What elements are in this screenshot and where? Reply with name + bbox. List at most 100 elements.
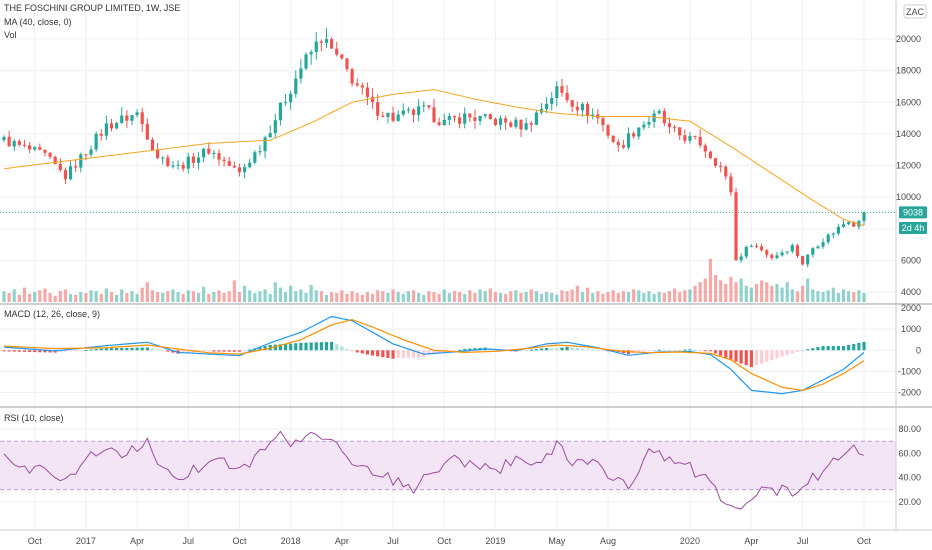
macd-histogram-bar[interactable] [693, 349, 697, 351]
volume-bar[interactable] [642, 293, 646, 302]
candle[interactable] [135, 112, 139, 116]
volume-bar[interactable] [698, 282, 702, 302]
volume-bar[interactable] [688, 289, 692, 302]
macd-histogram-bar[interactable] [273, 344, 277, 351]
macd-histogram-bar[interactable] [283, 343, 288, 351]
volume-bar[interactable] [703, 278, 707, 302]
candle[interactable] [673, 127, 677, 129]
candle[interactable] [847, 221, 851, 225]
volume-bar[interactable] [217, 290, 221, 302]
volume-bar[interactable] [155, 292, 160, 302]
macd-histogram-bar[interactable] [330, 341, 334, 351]
volume-bar[interactable] [324, 294, 329, 302]
macd-histogram-bar[interactable] [652, 350, 656, 352]
candle[interactable] [724, 166, 728, 177]
macd-histogram-bar[interactable] [836, 346, 840, 351]
volume-bar[interactable] [821, 292, 825, 302]
candle[interactable] [68, 166, 73, 180]
candle[interactable] [509, 122, 513, 127]
volume-bar[interactable] [350, 291, 354, 302]
macd-histogram-bar[interactable] [391, 350, 395, 359]
macd-histogram-bar[interactable] [458, 349, 462, 351]
candle[interactable] [63, 170, 68, 180]
candle[interactable] [708, 151, 713, 159]
macd-histogram-bar[interactable] [74, 350, 78, 352]
macd-histogram-bar[interactable] [150, 348, 155, 351]
macd-histogram-bar[interactable] [202, 350, 206, 352]
volume-bar[interactable] [708, 258, 713, 302]
macd-histogram-bar[interactable] [386, 350, 390, 358]
candle[interactable] [458, 117, 462, 124]
macd-histogram-bar[interactable] [683, 349, 687, 351]
volume-bar[interactable] [673, 288, 677, 303]
macd-histogram-bar[interactable] [841, 346, 846, 351]
macd-histogram-bar[interactable] [304, 342, 308, 351]
candle[interactable] [381, 115, 385, 117]
macd-histogram-bar[interactable] [212, 350, 216, 352]
volume-bar[interactable] [432, 292, 436, 302]
macd-histogram-bar[interactable] [217, 350, 221, 352]
macd-histogram-bar[interactable] [68, 350, 73, 352]
macd-histogram-bar[interactable] [171, 350, 175, 353]
candle[interactable] [534, 112, 538, 125]
candle[interactable] [529, 123, 533, 125]
macd-histogram-bar[interactable] [811, 348, 815, 351]
volume-bar[interactable] [381, 291, 385, 302]
candle[interactable] [432, 107, 436, 123]
volume-bar[interactable] [596, 291, 600, 302]
candle[interactable] [304, 54, 308, 69]
macd-histogram-bar[interactable] [795, 350, 800, 352]
macd-histogram-bar[interactable] [560, 347, 564, 351]
rsi-line[interactable] [3, 430, 865, 510]
volume-bar[interactable] [161, 293, 165, 302]
signal-line[interactable] [3, 318, 865, 392]
volume-bar[interactable] [483, 291, 487, 302]
macd-histogram-bar[interactable] [289, 343, 293, 351]
volume-bar[interactable] [575, 285, 579, 302]
macd-histogram-bar[interactable] [63, 350, 68, 352]
candle[interactable] [12, 141, 16, 147]
macd-histogram-bar[interactable] [806, 349, 810, 351]
macd-histogram-bar[interactable] [427, 350, 431, 356]
volume-bar[interactable] [826, 290, 830, 302]
macd-histogram-bar[interactable] [642, 350, 646, 352]
macd-histogram-bar[interactable] [647, 350, 651, 352]
macd-histogram-bar[interactable] [760, 350, 764, 364]
candle[interactable] [406, 109, 410, 111]
macd-histogram-bar[interactable] [437, 350, 441, 353]
volume-bar[interactable] [806, 278, 810, 302]
macd-histogram-bar[interactable] [33, 350, 37, 353]
volume-bar[interactable] [109, 292, 114, 302]
candle[interactable] [253, 152, 257, 163]
volume-bar[interactable] [232, 280, 236, 302]
macd-histogram-bar[interactable] [821, 346, 825, 351]
candle[interactable] [38, 147, 42, 150]
volume-bar[interactable] [314, 290, 318, 302]
volume-bar[interactable] [294, 291, 298, 302]
volume-bar[interactable] [99, 293, 103, 302]
macd-histogram-bar[interactable] [314, 342, 318, 351]
macd-histogram-bar[interactable] [826, 346, 830, 351]
volume-bar[interactable] [396, 292, 400, 302]
macd-histogram-bar[interactable] [319, 342, 323, 351]
volume-bar[interactable] [611, 290, 615, 302]
candle[interactable] [99, 133, 103, 136]
volume-bar[interactable] [63, 289, 68, 302]
volume-bar[interactable] [171, 289, 175, 302]
volume-bar[interactable] [657, 292, 661, 302]
candle[interactable] [94, 133, 98, 150]
candle[interactable] [698, 136, 702, 146]
volume-bar[interactable] [191, 291, 195, 302]
volume-bar[interactable] [181, 293, 185, 302]
volume-bar[interactable] [831, 287, 835, 302]
candle[interactable] [140, 112, 144, 125]
macd-histogram-bar[interactable] [248, 349, 252, 351]
candle[interactable] [340, 54, 344, 59]
volume-bar[interactable] [227, 291, 231, 302]
macd-histogram-bar[interactable] [565, 346, 569, 351]
macd-histogram-bar[interactable] [135, 347, 139, 351]
volume-bar[interactable] [120, 289, 124, 302]
volume-bar[interactable] [785, 282, 789, 302]
candle[interactable] [330, 39, 334, 49]
candle[interactable] [841, 224, 846, 227]
